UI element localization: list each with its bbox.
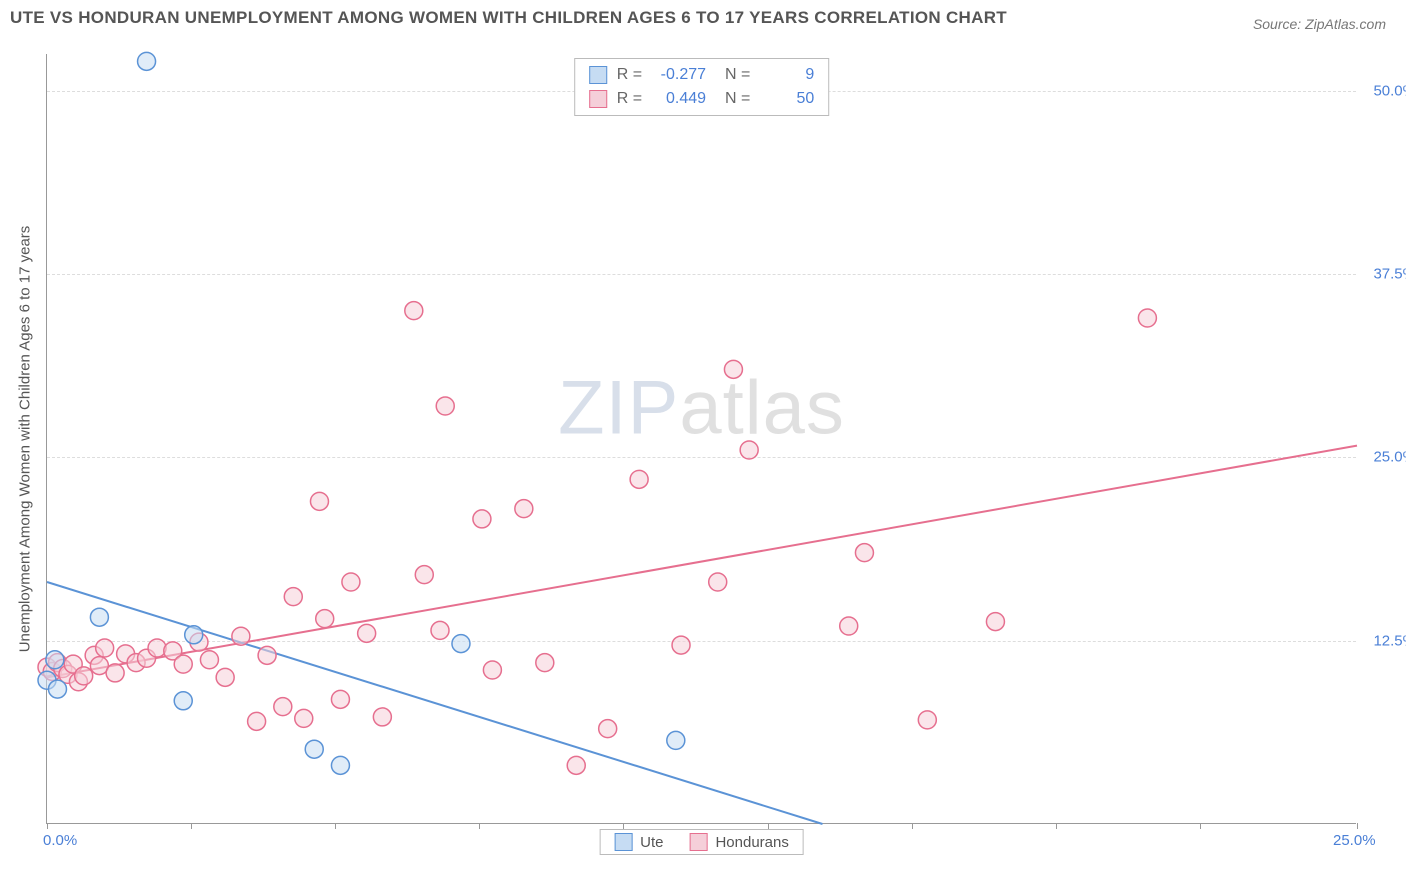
x-tick-mark — [191, 823, 192, 829]
x-tick-mark — [1200, 823, 1201, 829]
y-tick-label: 50.0% — [1373, 82, 1406, 99]
data-point-hondurans — [473, 510, 491, 528]
data-point-hondurans — [148, 639, 166, 657]
data-point-hondurans — [672, 636, 690, 654]
x-tick-mark — [335, 823, 336, 829]
data-point-hondurans — [258, 646, 276, 664]
data-point-hondurans — [1138, 309, 1156, 327]
data-point-hondurans — [274, 698, 292, 716]
data-point-ute — [138, 52, 156, 70]
x-tick-mark — [1056, 823, 1057, 829]
x-tick-mark — [1357, 823, 1358, 829]
legend-label-hondurans: Hondurans — [715, 834, 788, 851]
data-point-hondurans — [295, 709, 313, 727]
legend-item-hondurans: Hondurans — [689, 833, 788, 851]
data-point-hondurans — [415, 566, 433, 584]
data-point-hondurans — [358, 624, 376, 642]
data-point-hondurans — [855, 544, 873, 562]
chart-title: UTE VS HONDURAN UNEMPLOYMENT AMONG WOMEN… — [10, 8, 1007, 27]
data-point-ute — [305, 740, 323, 758]
data-point-hondurans — [373, 708, 391, 726]
data-point-hondurans — [436, 397, 454, 415]
x-tick-label: 25.0% — [1333, 832, 1376, 849]
y-tick-label: 25.0% — [1373, 449, 1406, 466]
data-point-hondurans — [740, 441, 758, 459]
data-point-hondurans — [331, 690, 349, 708]
data-point-ute — [667, 731, 685, 749]
data-point-hondurans — [536, 654, 554, 672]
data-point-hondurans — [840, 617, 858, 635]
data-point-hondurans — [216, 668, 234, 686]
data-point-hondurans — [316, 610, 334, 628]
legend-label-ute: Ute — [640, 834, 663, 851]
data-point-hondurans — [248, 712, 266, 730]
x-tick-label: 0.0% — [43, 832, 77, 849]
data-point-hondurans — [431, 621, 449, 639]
legend-swatch-ute — [614, 833, 632, 851]
y-tick-label: 12.5% — [1373, 632, 1406, 649]
data-point-ute — [452, 635, 470, 653]
y-tick-label: 37.5% — [1373, 266, 1406, 283]
y-axis-label: Unemployment Among Women with Children A… — [17, 225, 34, 652]
data-point-ute — [331, 756, 349, 774]
data-point-hondurans — [986, 613, 1004, 631]
x-tick-mark — [912, 823, 913, 829]
data-point-ute — [48, 680, 66, 698]
data-point-hondurans — [106, 664, 124, 682]
data-point-hondurans — [599, 720, 617, 738]
data-point-hondurans — [200, 651, 218, 669]
legend-item-ute: Ute — [614, 833, 663, 851]
data-point-hondurans — [174, 655, 192, 673]
data-point-ute — [46, 651, 64, 669]
data-point-hondurans — [96, 639, 114, 657]
data-point-hondurans — [709, 573, 727, 591]
data-point-ute — [174, 692, 192, 710]
data-point-hondurans — [630, 470, 648, 488]
source-attribution: Source: ZipAtlas.com — [1253, 16, 1386, 32]
data-point-hondurans — [232, 627, 250, 645]
data-point-hondurans — [405, 302, 423, 320]
plot-area: Unemployment Among Women with Children A… — [46, 54, 1356, 824]
x-tick-mark — [47, 823, 48, 829]
data-point-hondurans — [515, 500, 533, 518]
data-point-hondurans — [483, 661, 501, 679]
trend-line-ute — [47, 582, 823, 824]
chart-svg — [47, 54, 1356, 823]
title-bar: UTE VS HONDURAN UNEMPLOYMENT AMONG WOMEN… — [10, 8, 1396, 36]
data-point-hondurans — [284, 588, 302, 606]
data-point-ute — [90, 608, 108, 626]
x-tick-mark — [479, 823, 480, 829]
data-point-ute — [185, 626, 203, 644]
data-point-hondurans — [75, 667, 93, 685]
legend-bottom: Ute Hondurans — [599, 829, 804, 855]
data-point-hondurans — [567, 756, 585, 774]
data-point-hondurans — [310, 492, 328, 510]
data-point-hondurans — [724, 360, 742, 378]
legend-swatch-hondurans — [689, 833, 707, 851]
data-point-hondurans — [918, 711, 936, 729]
data-point-hondurans — [342, 573, 360, 591]
